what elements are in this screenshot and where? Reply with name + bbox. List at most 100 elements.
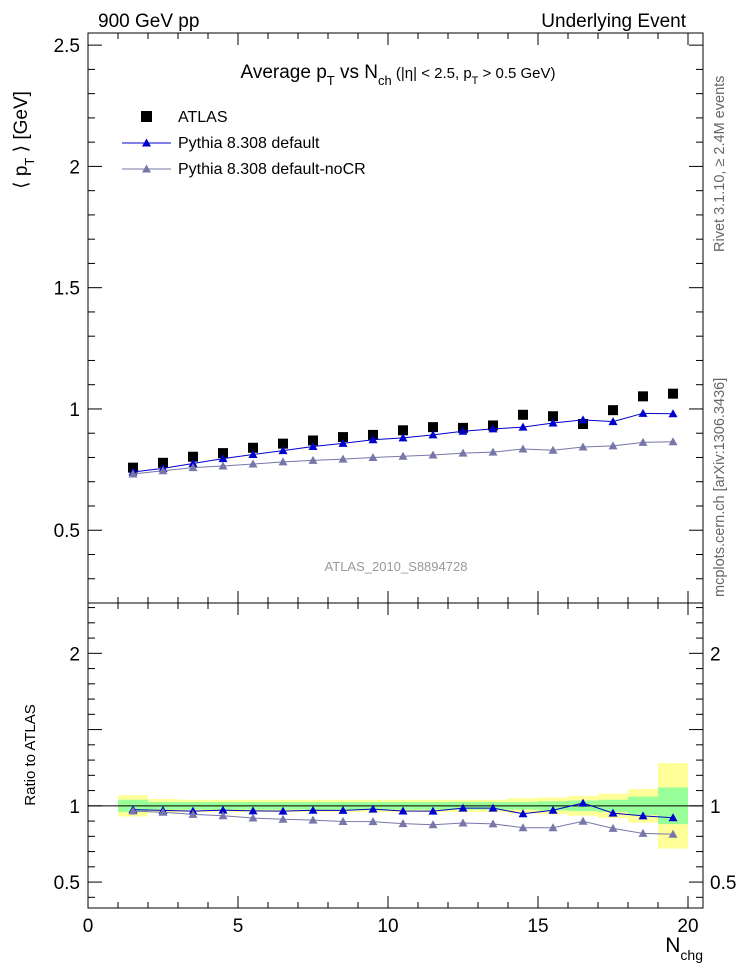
data-point-triangle [368, 435, 378, 444]
y-tick-label: 0.5 [54, 873, 80, 894]
legend-label-pythia-nocr: Pythia 8.308 default-noCR [178, 161, 366, 178]
ratio-point-triangle [278, 806, 288, 815]
data-point-triangle [398, 433, 408, 442]
ratio-point-triangle [488, 819, 498, 828]
data-point-triangle [338, 454, 348, 463]
data-point-triangle [248, 450, 258, 459]
y-tick-label: 0.5 [54, 521, 80, 542]
ratio-point-triangle [458, 803, 468, 812]
data-point-triangle [248, 459, 258, 468]
x-tick-label: 10 [377, 916, 398, 937]
data-point-triangle [188, 459, 198, 468]
ratio-point-triangle [518, 823, 528, 832]
legend-item-atlas: ATLAS [141, 109, 228, 126]
data-point-triangle [608, 417, 618, 426]
y-tick-label-right: 0.5 [710, 873, 736, 894]
data-point-triangle [128, 469, 138, 478]
legend-marker-triangle [142, 164, 151, 173]
ratio-point-triangle [308, 805, 318, 814]
data-point-triangle [548, 445, 558, 454]
data-point-triangle [398, 451, 408, 460]
x-tick-label: 0 [83, 916, 94, 937]
ratio-point-triangle [668, 813, 678, 822]
ratio-point-triangle [338, 817, 348, 826]
legend-item-pythia-nocr: Pythia 8.308 default-noCR [122, 161, 366, 178]
ratio-point-triangle [368, 817, 378, 826]
legend-label-pythia-default: Pythia 8.308 default [178, 135, 320, 152]
data-point-square [398, 425, 408, 436]
x-tick-label: 5 [233, 916, 244, 937]
data-point-triangle [218, 461, 228, 470]
data-point-triangle [548, 418, 558, 427]
ratio-panel: 0 5 10 15 20 0.5 0.5 1 1 2 2 Ratio to ATLAS Nchg [22, 602, 736, 963]
ratio-point-triangle [278, 814, 288, 823]
data-point-square [638, 391, 648, 402]
main-title: Average pT vs Nch (|η| < 2.5, pT > 0.5 G… [240, 62, 555, 88]
ratio-point-triangle [338, 805, 348, 814]
ratio-point-triangle [638, 828, 648, 837]
data-point-square [428, 422, 438, 433]
ratio-point-triangle [518, 809, 528, 818]
data-point-triangle [428, 450, 438, 459]
y-tick-label: 2.5 [54, 36, 80, 57]
data-point-square [368, 429, 378, 440]
data-point-square [248, 442, 258, 453]
data-point-triangle [638, 408, 648, 417]
x-tick-label: 20 [677, 916, 698, 937]
ratio-point-triangle [548, 805, 558, 814]
ratio-point-triangle [398, 806, 408, 815]
ratio-point-triangle [458, 818, 468, 827]
data-point-triangle [308, 455, 318, 464]
y-tick-label: 2 [69, 644, 80, 665]
ratio-plot-area: 0 5 10 15 20 0.5 0.5 1 1 2 2 [54, 603, 736, 937]
data-point-square [578, 418, 588, 429]
main-panel: 0.5 1 1.5 2 2.5 Average pT vs Nch (|η| < 2.5… [11, 32, 704, 604]
data-point-triangle [188, 463, 198, 472]
ratio-point-triangle [398, 819, 408, 828]
main-plot-area: 0.5 1 1.5 2 2.5 [54, 33, 703, 603]
ratio-xlabel: Nchg [665, 934, 703, 963]
ratio-point-triangle [368, 804, 378, 813]
data-point-triangle [458, 448, 468, 457]
mcplots-label: mcplots.cern.ch [arXiv:1306.3436] [712, 378, 728, 597]
data-point-triangle [368, 452, 378, 461]
data-point-triangle [278, 457, 288, 466]
legend-marker-triangle [142, 138, 151, 147]
ratio-point-triangle [248, 813, 258, 822]
ratio-point-triangle [488, 803, 498, 812]
ratio-point-triangle [638, 811, 648, 820]
watermark: ATLAS_2010_S8894728 [325, 559, 468, 574]
data-point-square [308, 435, 318, 446]
data-point-triangle [518, 422, 528, 431]
ratio-point-triangle [578, 816, 588, 825]
header-left: 900 GeV pp [98, 11, 199, 32]
data-point-square [518, 409, 528, 420]
ratio-point-triangle [218, 811, 228, 820]
legend-marker-square [141, 111, 152, 122]
header-right: Underlying Event [541, 11, 686, 32]
ratio-frame [87, 602, 704, 909]
data-point-triangle [458, 426, 468, 435]
data-point-triangle [488, 447, 498, 456]
data-point-triangle [338, 438, 348, 447]
data-point-square [278, 438, 288, 449]
data-point-triangle [308, 442, 318, 451]
ratio-point-triangle [308, 815, 318, 824]
ratio-point-triangle [608, 823, 618, 832]
legend-item-pythia-default: Pythia 8.308 default [122, 135, 320, 152]
data-point-square [218, 448, 228, 459]
ratio-point-triangle [578, 798, 588, 807]
series-line [132, 412, 674, 473]
ratio-point-triangle [188, 809, 198, 818]
legend: ATLAS Pythia 8.308 default Pythia 8.308 … [122, 109, 366, 178]
data-point-square [188, 451, 198, 462]
data-point-square [338, 432, 348, 443]
ratio-point-triangle [428, 806, 438, 815]
data-point-square [548, 411, 558, 422]
ratio-point-triangle [218, 805, 228, 814]
data-point-triangle [578, 442, 588, 451]
ratio-point-triangle [608, 808, 618, 817]
y-tick-label: 1 [69, 400, 80, 421]
y-tick-label: 1.5 [54, 279, 80, 300]
